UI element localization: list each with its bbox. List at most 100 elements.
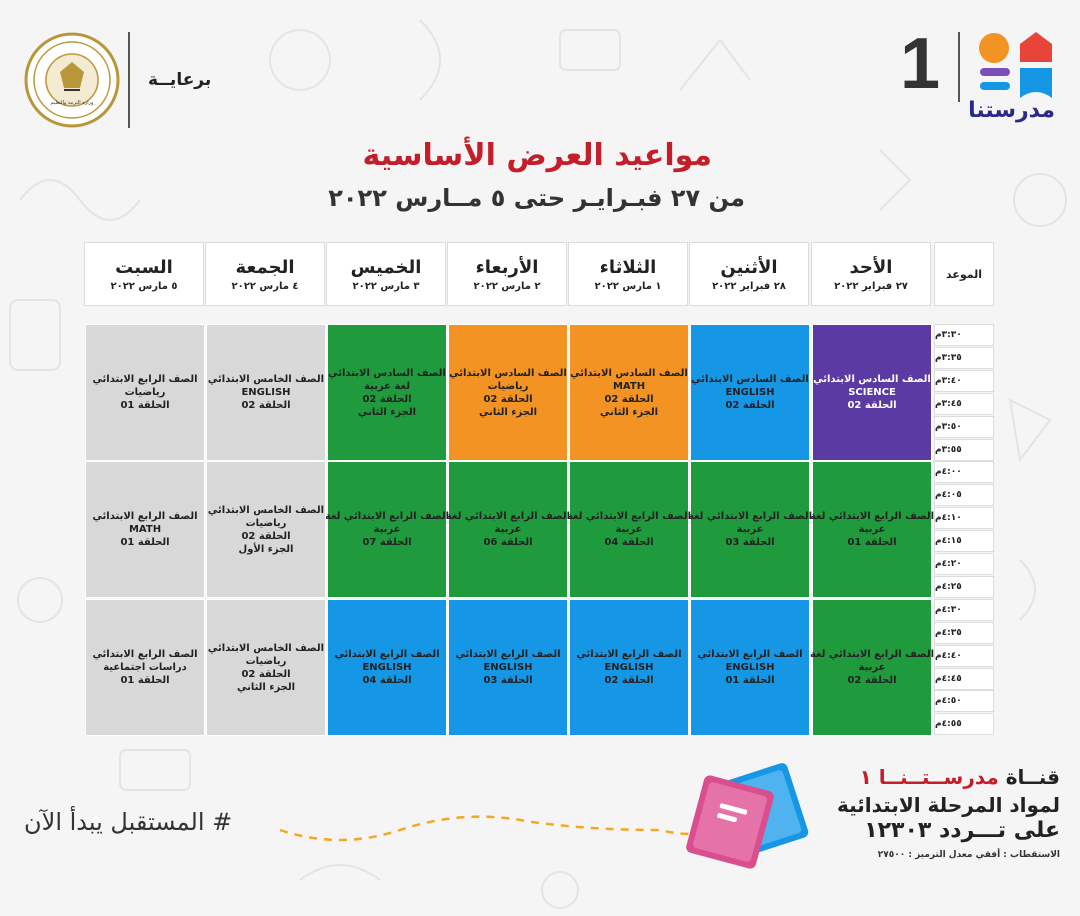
channel-subject: لمواد المرحلة الابتدائية	[836, 793, 1060, 817]
program-line: MATH	[128, 524, 162, 535]
program-line: الجزء الثاني	[478, 406, 538, 418]
program-line: الصف الخامس الابتدائي	[207, 504, 325, 516]
program-cell: الصف الرابع الابتدائي لغة عربية الحلقة 03	[688, 461, 812, 598]
svg-text:وزارة التربية والتعليم: وزارة التربية والتعليم	[51, 100, 95, 106]
channel-technical-note: الاستقطاب : أفقي معدل الترميز : ٢٧٥٠٠	[877, 850, 1060, 860]
time-slot: ٣:٤٠م	[934, 369, 994, 392]
time-slot: ٤:٠٠م	[934, 461, 994, 484]
books-icon	[686, 763, 809, 869]
program-line: الصف الخامس الابتدائي	[207, 374, 325, 385]
channel-name: مدرســتــنــا ١	[859, 765, 999, 789]
day-header: الأثنين ٢٨ فبراير ٢٠٢٢	[689, 242, 809, 306]
program-line: الجزء الثاني	[599, 406, 659, 418]
time-slot: ٤:٥٠م	[934, 690, 994, 713]
time-slot: ٣:٣٠م	[934, 324, 994, 346]
ministry-seal-logo: وزارة التربية والتعليم	[24, 32, 120, 128]
program-cell: الصف الخامس الابتدائي رياضيات الحلقة 02 الج…	[206, 461, 326, 598]
day-header: الأحد ٢٧ فبراير ٢٠٢٢	[811, 242, 931, 306]
program-line: الحلقة 01	[725, 675, 775, 686]
time-slot: ٣:٥٥م	[934, 438, 994, 461]
program-line: الحلقة 02	[847, 675, 897, 686]
day-header: الجمعة ٤ مارس ٢٠٢٢	[205, 242, 325, 306]
time-slot: ٤:٢٥م	[934, 575, 994, 598]
day-name: السبت	[115, 257, 173, 278]
program-line: الصف السادس الابتدائي	[813, 374, 931, 385]
program-line: رياضيات	[124, 387, 166, 398]
madrasatna-logo-icon	[979, 32, 1052, 98]
page-subtitle: من ٢٧ فبـرايـر حتى ٥ مــارس ٢٠٢٢	[328, 184, 745, 212]
program-line: الجزء الثاني	[236, 681, 296, 693]
time-slot: ٤:٣٠م	[934, 598, 994, 621]
day-name: الأحد	[849, 257, 893, 278]
time-slot: ٤:١٠م	[934, 507, 994, 530]
day-date: ١ مارس ٢٠٢٢	[594, 281, 662, 292]
day-name: الجمعة	[235, 257, 295, 278]
dashed-path-decoration	[279, 815, 721, 842]
program-cell: الصف السادس الابتدائي SCIENCE الحلقة 02	[812, 324, 932, 461]
program-line: رياضيات	[487, 380, 529, 392]
program-line: الحلقة 02	[241, 400, 291, 411]
time-slot: ٤:٢٠م	[934, 553, 994, 575]
program-line: الصف الرابع الابتدائي	[697, 649, 803, 660]
program-line: الصف الرابع الابتدائي	[92, 374, 198, 385]
program-line: الصف السادس الابتدائي	[328, 367, 446, 379]
day-date: ٥ مارس ٢٠٢٢	[110, 281, 178, 292]
program-cell: الصف الرابع الابتدائي دراسات اجتماعية الحل…	[85, 599, 205, 736]
program-line: الصف الرابع الابتدائي	[92, 649, 198, 660]
program-cell: الصف الرابع الابتدائي ENGLISH الحلقة 01	[690, 599, 810, 736]
program-line: الحلقة 04	[604, 537, 654, 548]
program-line: الحلقة 03	[725, 537, 775, 548]
channel-frequency: على تـــردد ١٢٣٠٣	[864, 818, 1060, 843]
program-cell: الصف الرابع الابتدائي MATH الحلقة 01	[85, 461, 205, 598]
program-line: الحلقة 02	[847, 400, 897, 411]
day-date: ٤ مارس ٢٠٢٢	[231, 281, 299, 292]
day-name: الأربعاء	[475, 257, 539, 278]
time-slot: ٤:٥٥م	[934, 713, 994, 736]
program-line: ENGLISH	[483, 662, 533, 673]
program-line: الصف الرابع الابتدائي	[334, 649, 440, 660]
program-line: الصف الرابع الابتدائي	[92, 511, 198, 522]
program-line: الصف الرابع الابتدائي لغة	[445, 511, 571, 522]
program-line: عربية	[373, 524, 401, 535]
time-slot: ٤:٤٠م	[934, 644, 994, 667]
program-line: الحلقة 01	[120, 400, 170, 411]
time-column-header: الموعد	[934, 242, 994, 306]
program-line: الحلقة 07	[362, 537, 412, 548]
program-line: الصف الرابع الابتدائي لغة	[566, 511, 692, 522]
day-name: الثلاثاء	[599, 257, 657, 278]
day-date: ٣ مارس ٢٠٢٢	[352, 281, 420, 292]
sponsor-divider	[128, 32, 130, 128]
program-line: رياضيات	[245, 655, 287, 667]
program-cell: الصف الرابع الابتدائي لغة عربية الحلقة 04	[566, 461, 692, 598]
program-cell: الصف الخامس الابتدائي ENGLISH الحلقة 02	[206, 324, 326, 461]
program-cell: الصف السادس الابتدائي رياضيات الحلقة 02 الج…	[448, 324, 568, 461]
program-line: ENGLISH	[725, 662, 775, 673]
day-header: الخميس ٣ مارس ٢٠٢٢	[326, 242, 446, 306]
program-line: الحلقة 02	[725, 400, 775, 411]
program-cell: الصف الرابع الابتدائي لغة عربية الحلقة 01	[810, 461, 934, 598]
program-line: الصف السادس الابتدائي	[570, 367, 688, 379]
program-cell: الصف الرابع الابتدائي ENGLISH الحلقة 02	[569, 599, 689, 736]
day-date: ٢ مارس ٢٠٢٢	[473, 281, 541, 292]
program-line: الصف الرابع الابتدائي لغة	[324, 511, 450, 522]
program-line: دراسات اجتماعية	[103, 662, 187, 673]
program-line: الحلقة 02	[241, 668, 291, 680]
program-line: الجزء الأول	[238, 543, 294, 555]
program-cell: الصف الرابع الابتدائي لغة عربية الحلقة 07	[324, 461, 450, 598]
program-line: ENGLISH	[241, 387, 291, 398]
time-slot: ٤:٤٥م	[934, 667, 994, 690]
program-line: الحلقة 02	[362, 393, 412, 405]
day-date: ٢٨ فبراير ٢٠٢٢	[712, 281, 786, 292]
program-line: لغة عربية	[364, 380, 410, 392]
sponsor-label: برعايــة	[148, 70, 212, 90]
brand-name: مدرستنا	[968, 98, 1055, 123]
day-name: الأثنين	[720, 257, 778, 278]
program-cell: الصف الرابع الابتدائي ENGLISH الحلقة 03	[448, 599, 568, 736]
program-line: عربية	[615, 524, 643, 535]
time-slot: ٣:٤٥م	[934, 392, 994, 415]
program-line: SCIENCE	[848, 387, 896, 398]
program-line: الصف الرابع الابتدائي	[576, 649, 682, 660]
program-line: عربية	[858, 524, 886, 535]
program-cell: الصف الرابع الابتدائي لغة عربية الحلقة 02	[810, 599, 934, 736]
